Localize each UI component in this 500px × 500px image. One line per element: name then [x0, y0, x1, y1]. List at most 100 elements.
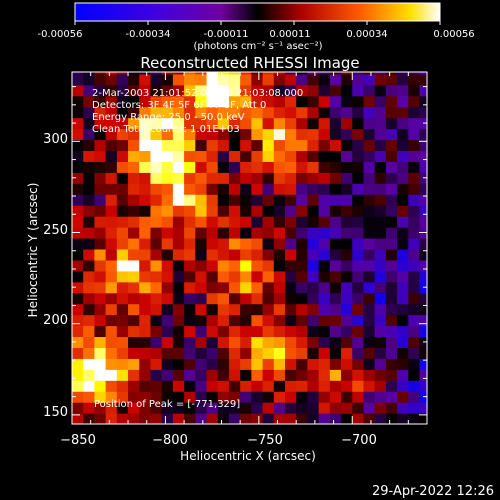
heatmap-cell: [240, 205, 252, 217]
heatmap-cell: [397, 84, 409, 97]
heatmap-cell: [385, 128, 398, 141]
heatmap-cell: [262, 336, 275, 348]
heatmap-cell: [329, 402, 342, 414]
heatmap-cell: [408, 172, 421, 184]
heatmap-cell: [195, 259, 208, 272]
heatmap-cell: [128, 128, 140, 141]
heatmap-cell: [307, 391, 320, 403]
heatmap-cell: [195, 325, 208, 338]
heatmap-cell: [228, 172, 241, 184]
heatmap-cell: [240, 183, 252, 195]
heatmap-cell: [172, 161, 185, 173]
heatmap-cell: [285, 95, 297, 108]
heatmap-cell: [184, 205, 196, 217]
heatmap-cell: [352, 216, 365, 228]
annotation-peak: Position of Peak = [-771,329]: [94, 399, 240, 410]
heatmap-cell: [128, 183, 140, 195]
heatmap-cell: [273, 227, 286, 239]
heatmap-cell: [251, 248, 264, 261]
heatmap-cell: [161, 194, 174, 206]
heatmap-cell: [228, 73, 241, 86]
heatmap-cell: [72, 314, 84, 327]
heatmap-cell: [172, 314, 185, 327]
heatmap-cell: [385, 369, 398, 381]
heatmap-cell: [285, 391, 297, 403]
heatmap-cell: [172, 106, 185, 119]
heatmap-cell: [161, 183, 174, 195]
heatmap-cell: [72, 194, 84, 206]
heatmap-cell: [161, 303, 174, 316]
heatmap-cell: [318, 227, 331, 239]
heatmap-cell: [397, 347, 409, 359]
heatmap-cell: [184, 292, 196, 305]
heatmap-cell: [195, 227, 208, 239]
heatmap-cell: [139, 227, 152, 239]
heatmap-cell: [285, 128, 297, 141]
heatmap-cell: [172, 205, 185, 217]
heatmap-cell: [419, 358, 427, 370]
x-tick-label: −750: [247, 433, 283, 448]
heatmap-cell: [408, 336, 421, 348]
heatmap-cell: [161, 369, 174, 381]
heatmap-cell: [184, 325, 196, 338]
heatmap-cell: [83, 325, 96, 338]
heatmap-cell: [262, 358, 275, 370]
heatmap-cell: [273, 413, 286, 424]
heatmap-cell: [94, 183, 107, 195]
heatmap-cell: [385, 161, 398, 173]
heatmap-cell: [296, 259, 309, 272]
heatmap-cell: [419, 248, 427, 261]
heatmap-cell: [251, 336, 264, 348]
heatmap-cell: [408, 128, 421, 141]
heatmap-cell: [285, 413, 297, 424]
heatmap-cell: [285, 205, 297, 217]
heatmap-cell: [285, 73, 297, 86]
heatmap-cell: [273, 369, 286, 381]
heatmap-cell: [217, 292, 230, 305]
heatmap-cell: [105, 402, 118, 414]
heatmap-cell: [116, 161, 129, 173]
heatmap-cell: [385, 336, 398, 348]
heatmap-cell: [419, 380, 427, 392]
heatmap-cell: [363, 172, 376, 184]
heatmap-cell: [296, 139, 309, 152]
heatmap-cell: [374, 216, 387, 228]
heatmap-cell: [273, 303, 286, 316]
heatmap-cell: [374, 325, 387, 338]
heatmap-cell: [352, 281, 365, 294]
heatmap-cell: [128, 402, 140, 414]
heatmap-cell: [397, 292, 409, 305]
heatmap-cell: [318, 194, 331, 206]
heatmap-cell: [195, 369, 208, 381]
heatmap-cell: [161, 314, 174, 327]
heatmap-cell: [150, 95, 163, 108]
heatmap-cell: [161, 117, 174, 130]
heatmap-cell: [240, 72, 252, 75]
heatmap-cell: [341, 270, 353, 283]
heatmap-cell: [83, 84, 96, 97]
heatmap-cell: [228, 84, 241, 97]
heatmap-cell: [408, 194, 421, 206]
heatmap-cell: [206, 347, 219, 359]
heatmap-cell: [172, 347, 185, 359]
heatmap-cell: [83, 413, 96, 424]
heatmap-cell: [217, 358, 230, 370]
heatmap-cell: [285, 292, 297, 305]
heatmap-cell: [296, 161, 309, 173]
heatmap-cell: [307, 194, 320, 206]
heatmap-cell: [72, 84, 84, 97]
heatmap-cell: [172, 248, 185, 261]
heatmap-cell: [352, 72, 365, 75]
heatmap-cell: [195, 292, 208, 305]
heatmap-cell: [206, 413, 219, 424]
heatmap-cell: [184, 347, 196, 359]
heatmap-cell: [318, 161, 331, 173]
heatmap-cell: [419, 237, 427, 250]
heatmap-cell: [83, 369, 96, 381]
heatmap-cell: [184, 227, 196, 239]
heatmap-cell: [318, 347, 331, 359]
heatmap-cell: [217, 369, 230, 381]
heatmap-cell: [240, 227, 252, 239]
heatmap-cell: [206, 72, 219, 75]
heatmap-cell: [363, 292, 376, 305]
